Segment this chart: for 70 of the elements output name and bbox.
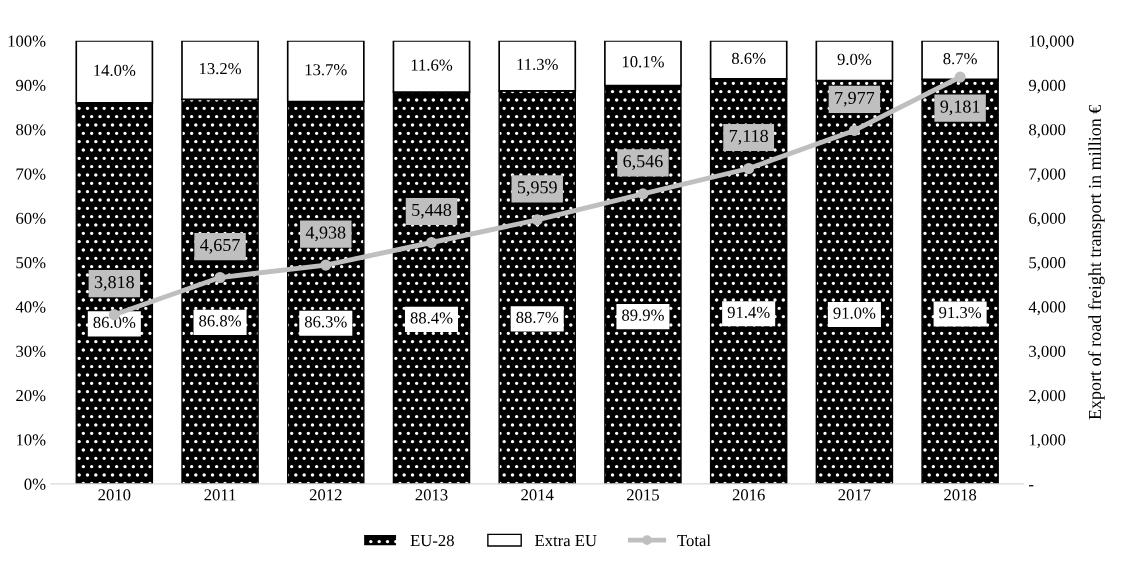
point	[637, 188, 649, 200]
data-label: 3,818	[94, 276, 134, 291]
x-tick-label: 2014	[521, 489, 554, 501]
y2-tick-label: 1,000	[1029, 434, 1066, 448]
data-label: 91.3%	[939, 306, 982, 319]
data-label: 86.8%	[199, 315, 242, 327]
x-tick-label: 2017	[838, 489, 871, 501]
y2-tick-label: 2,000	[1029, 389, 1066, 404]
y-tick-label: 80%	[16, 124, 46, 136]
point	[848, 124, 860, 137]
data-label: 5,959	[517, 181, 557, 196]
x-tick-label: 2010	[98, 489, 131, 501]
data-label: 4,657	[200, 238, 240, 254]
data-label: 8.7%	[943, 53, 977, 65]
y2-tick-label: 4,000	[1028, 301, 1066, 315]
x-tick-label: 2011	[204, 489, 236, 501]
point	[743, 162, 755, 175]
data-label: 86.0%	[93, 316, 136, 329]
x-tick-label: 2016	[732, 489, 765, 501]
point	[954, 71, 966, 83]
legend-label: EU-28	[410, 534, 454, 547]
data-label: 91.0%	[833, 307, 876, 319]
y2-tick-label: 8,000	[1029, 124, 1066, 138]
y-tick-label: 30%	[16, 345, 46, 357]
y-tick-label: 60%	[16, 212, 46, 225]
data-label: 8.6%	[731, 52, 766, 65]
point	[214, 271, 226, 284]
data-label: 11.3%	[517, 58, 558, 71]
point	[320, 259, 332, 271]
data-label: 6,546	[623, 155, 663, 170]
data-label: 9,181	[940, 100, 980, 116]
legend-label: Extra EU	[535, 535, 597, 547]
data-label: 7,118	[729, 129, 768, 145]
y2-tick-label: 10,000	[1029, 35, 1074, 50]
y2-tick-label: 3,000	[1029, 345, 1066, 360]
y-tick-label: 100%	[8, 35, 46, 47]
y2-tick-label: -	[1029, 485, 1034, 487]
y2-tick-label: 5,000	[1029, 257, 1066, 271]
y-tick-label: 20%	[16, 389, 46, 402]
y-tick-label: 40%	[15, 301, 46, 313]
data-label: 89.9%	[622, 309, 664, 321]
data-label: 14.0%	[94, 64, 136, 77]
data-label: 88.7%	[516, 311, 559, 324]
data-label: 91.4%	[727, 306, 770, 319]
y2-axis-title: Export of road freight transport in million €	[1088, 104, 1105, 420]
y-tick-label: 50%	[16, 257, 46, 269]
data-label: 11.6%	[411, 59, 453, 71]
x-tick-label: 2013	[415, 489, 448, 501]
y-tick-label: 0%	[24, 478, 46, 490]
y2-tick-label: 6,000	[1029, 212, 1066, 227]
y2-tick-label: 9,000	[1028, 79, 1066, 94]
legend-label: Total	[677, 534, 711, 547]
data-label: 13.2%	[199, 62, 242, 75]
data-label: 88.4%	[410, 312, 453, 324]
data-label: 5,448	[412, 203, 452, 219]
point	[425, 236, 438, 249]
data-label: 7,977	[835, 91, 875, 107]
data-label: 10.1%	[622, 56, 664, 68]
x-tick-label: 2018	[944, 489, 977, 501]
y-tick-label: 70%	[16, 168, 46, 180]
x-tick-label: 2012	[309, 489, 342, 501]
point	[531, 214, 543, 226]
y-tick-label: 90%	[16, 79, 46, 92]
y-tick-label: 10%	[16, 434, 46, 446]
data-label: 13.7%	[305, 64, 347, 76]
x-tick-label: 2015	[627, 489, 659, 501]
data-label: 9.0%	[837, 53, 872, 65]
data-label: 4,938	[305, 226, 346, 242]
data-label: 86.3%	[304, 316, 347, 328]
y2-tick-label: 7,000	[1029, 168, 1066, 183]
